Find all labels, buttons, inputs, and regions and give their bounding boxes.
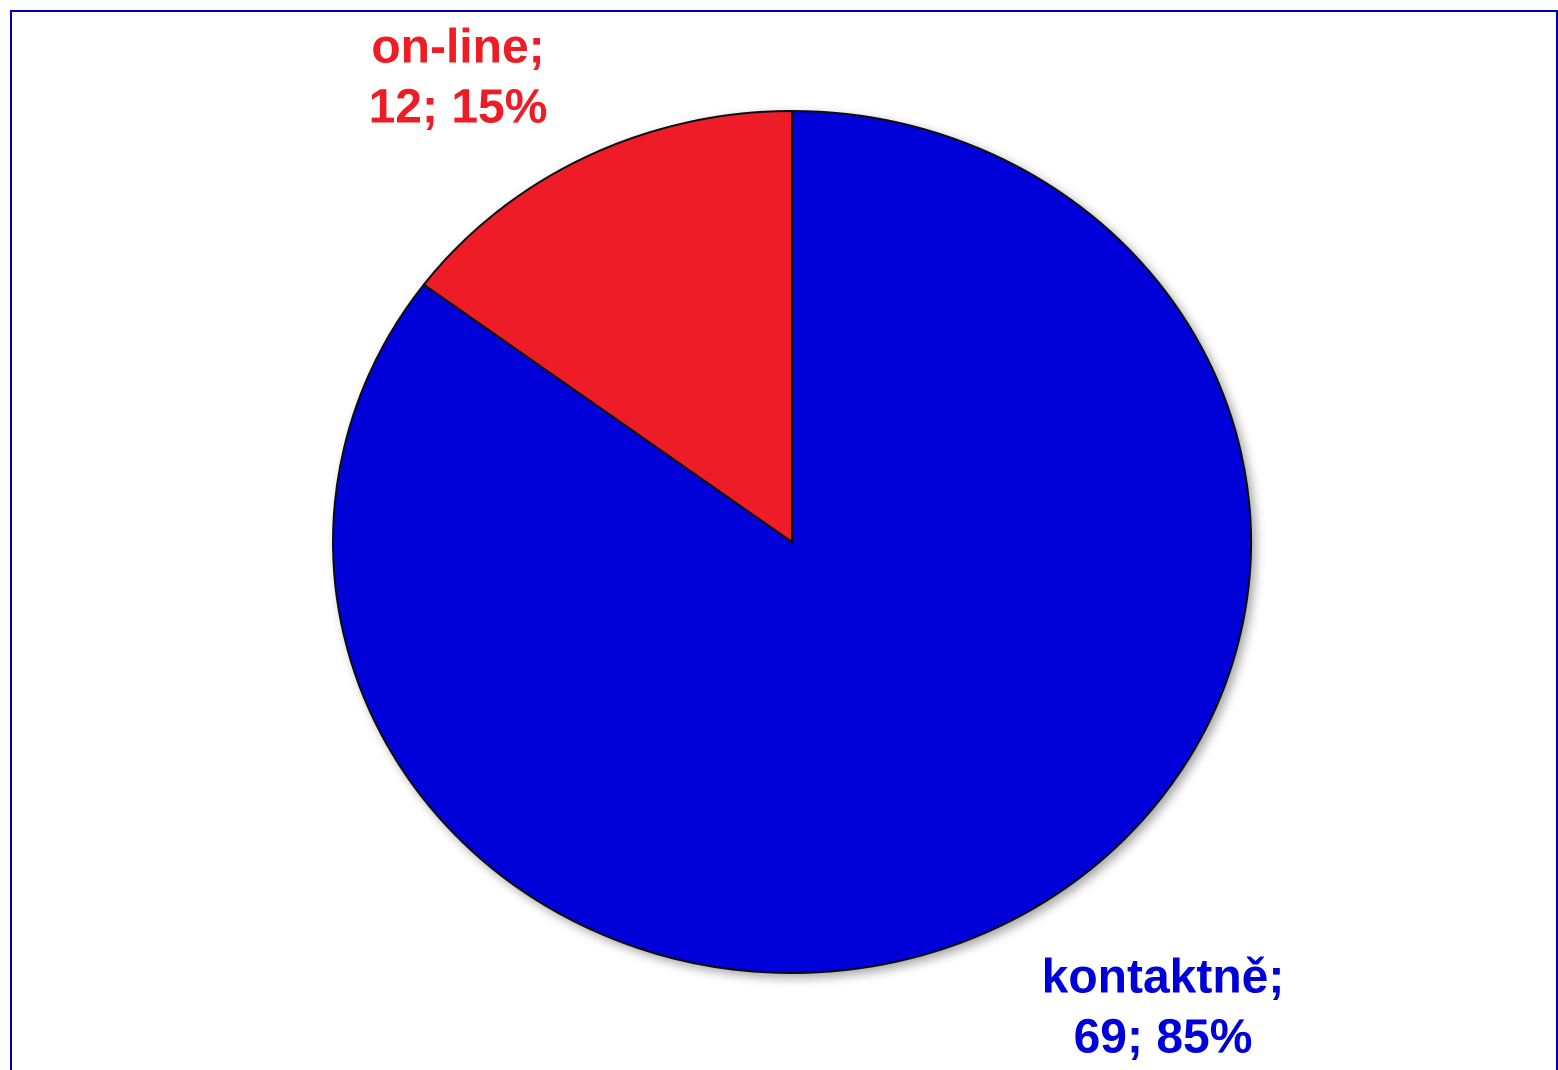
pie (332, 109, 1252, 974)
slice-category: on-line; (371, 21, 544, 74)
slice-category: kontaktně; (1042, 951, 1285, 1004)
pie-slice (422, 109, 793, 544)
slice-label: 69; 85% (1074, 1011, 1253, 1064)
slice-label: 12; 15% (369, 81, 548, 134)
